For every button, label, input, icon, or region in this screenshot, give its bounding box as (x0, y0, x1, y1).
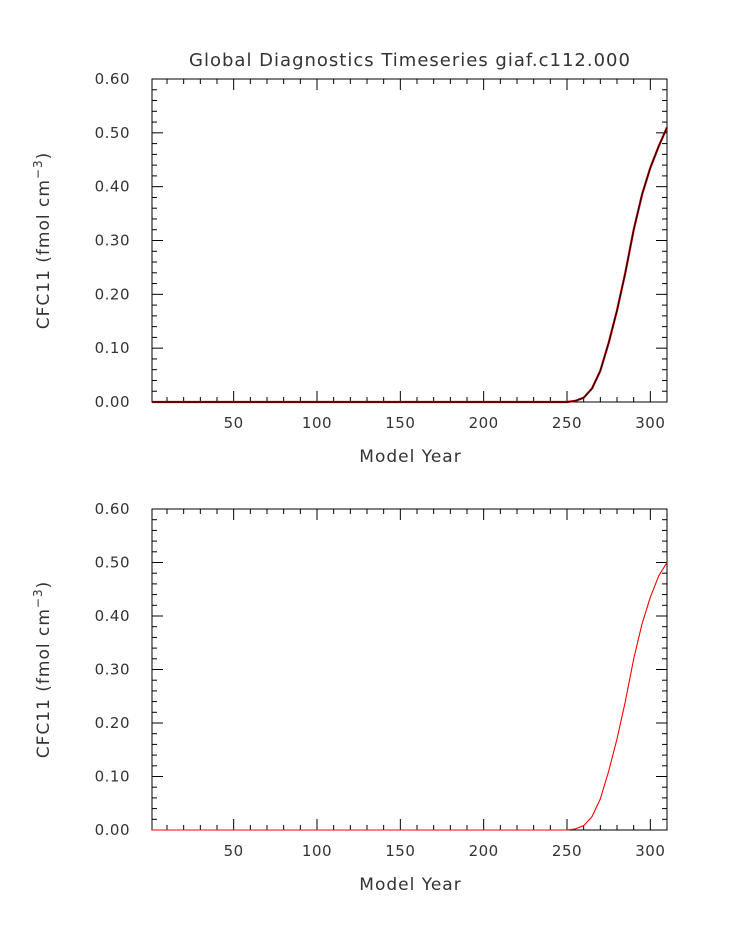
top-x-axis-title: Model Year (359, 447, 461, 467)
top-x-tick-label: 100 (302, 414, 332, 432)
bottom-y-tick-label: 0.60 (95, 500, 130, 518)
bottom-x-tick-label: 100 (302, 842, 332, 860)
bottom-y-tick-label: 0.00 (95, 821, 130, 839)
top-x-tick-label: 150 (385, 414, 415, 432)
top-x-tick-label: 200 (469, 414, 499, 432)
top-y-tick-label: 0.40 (95, 178, 130, 196)
bottom-y-tick-label: 0.30 (95, 661, 130, 679)
top-plot-frame (151, 78, 668, 403)
chart-title: Global Diagnostics Timeseries giaf.c112.… (189, 50, 631, 71)
top-y-tick-label: 0.60 (95, 70, 130, 88)
bottom-y-tick-label: 0.40 (95, 607, 130, 625)
top-x-tick-label: 50 (224, 414, 244, 432)
bottom-x-tick-label: 300 (635, 842, 665, 860)
bottom-x-axis-title: Model Year (359, 875, 461, 895)
plot-top: 0.00 0.10 0.20 0.30 0.40 0.50 0.60 50 100 150 200 2… (31, 70, 669, 467)
bottom-series-line (152, 562, 668, 831)
top-y-tick-label: 0.00 (95, 393, 130, 411)
top-series-line-black (152, 127, 668, 403)
top-y-tick-label: 0.20 (95, 285, 130, 303)
bottom-y-tick-label: 0.50 (95, 554, 130, 572)
top-y-tick-label: 0.10 (95, 339, 130, 357)
bottom-y-tick-label: 0.10 (95, 768, 130, 786)
top-y-axis-title: CFC11 (fmol cm−3) (31, 152, 54, 330)
top-x-tick-label: 250 (552, 414, 582, 432)
bottom-x-tick-label: 50 (224, 842, 244, 860)
top-x-tick-label: 300 (635, 414, 665, 432)
top-series-line-red (152, 126, 669, 404)
bottom-y-axis-title: CFC11 (fmol cm−3) (31, 581, 54, 759)
bottom-y-tick-label: 0.20 (95, 714, 130, 732)
bottom-x-tick-label: 150 (385, 842, 415, 860)
bottom-x-tick-label: 250 (552, 842, 582, 860)
bottom-plot-frame (151, 508, 668, 831)
top-y-tick-label: 0.50 (95, 124, 130, 142)
plot-bottom: 0.00 0.10 0.20 0.30 0.40 0.50 0.60 50 100 150 200 2… (31, 500, 668, 895)
top-y-tick-label: 0.30 (95, 232, 130, 250)
bottom-x-tick-label: 200 (469, 842, 499, 860)
